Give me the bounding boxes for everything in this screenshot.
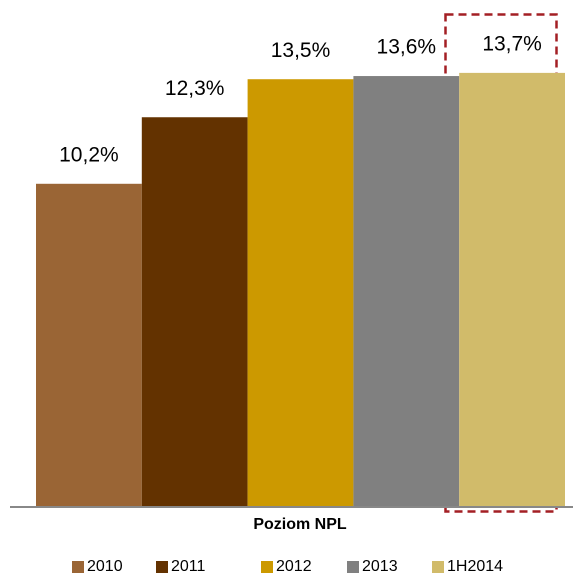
legend-label: 2010	[87, 558, 123, 575]
value-label: 12,3%	[165, 77, 225, 100]
bar	[459, 72, 565, 507]
value-label: 13,5%	[271, 39, 331, 62]
bar	[141, 117, 248, 508]
legend-label: 2013	[362, 558, 398, 575]
legend-swatch	[72, 561, 84, 573]
legend-swatch	[432, 561, 444, 573]
category-label: Poziom NPL	[253, 516, 347, 533]
legend-label: 2012	[276, 558, 312, 575]
bar	[36, 183, 142, 507]
legend-swatch	[347, 561, 359, 573]
bar	[247, 79, 354, 507]
legend-swatch	[261, 561, 273, 573]
value-label: 10,2%	[59, 143, 119, 166]
legend-label: 2011	[171, 558, 206, 575]
bar	[353, 76, 460, 508]
legend-label: 1H2014	[447, 558, 503, 575]
value-label: 13,6%	[377, 36, 437, 59]
value-label: 13,7%	[482, 32, 542, 55]
legend-swatch	[156, 561, 168, 573]
